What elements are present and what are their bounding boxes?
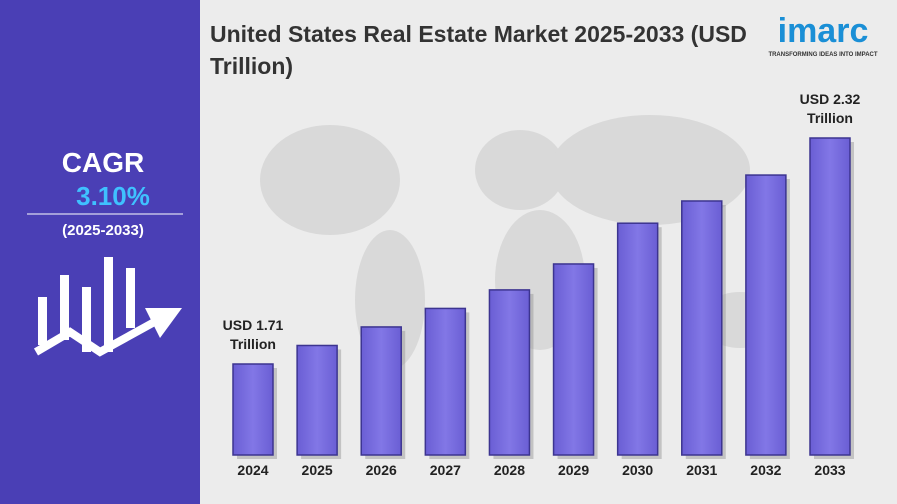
cagr-period: (2025-2033) (62, 222, 144, 239)
cagr-heading: CAGR (62, 147, 144, 178)
x-tick-label: 2033 (814, 462, 845, 478)
bar (424, 307, 467, 456)
bar (296, 344, 338, 456)
x-tick-label: 2024 (237, 462, 268, 478)
x-tick-label: 2026 (366, 462, 397, 478)
bar (616, 222, 659, 456)
bar (488, 289, 531, 456)
cagr-rate: 3.10% (76, 181, 150, 211)
x-tick-label: 2029 (558, 462, 589, 478)
value-label: USD 2.32 Trillion (799, 91, 861, 126)
x-tick-label: 2032 (750, 462, 781, 478)
bar (681, 200, 723, 456)
x-tick-label: 2031 (686, 462, 717, 478)
bar (809, 137, 851, 456)
bar (745, 174, 787, 456)
bar (232, 363, 274, 456)
side-panel (0, 0, 200, 504)
logo: imarc (778, 12, 869, 50)
bar (360, 326, 402, 456)
chart-title: United States Real Estate Market 2025-20… (210, 21, 747, 79)
x-tick-label: 2025 (302, 462, 333, 478)
logo-tagline: TRANSFORMING IDEAS INTO IMPACT (768, 52, 877, 58)
x-tick-label: 2030 (622, 462, 653, 478)
growth-icon (33, 257, 182, 357)
value-label: USD 1.71 Trillion (222, 317, 284, 352)
x-tick-label: 2027 (430, 462, 461, 478)
bar (552, 263, 595, 456)
x-tick-label: 2028 (494, 462, 525, 478)
